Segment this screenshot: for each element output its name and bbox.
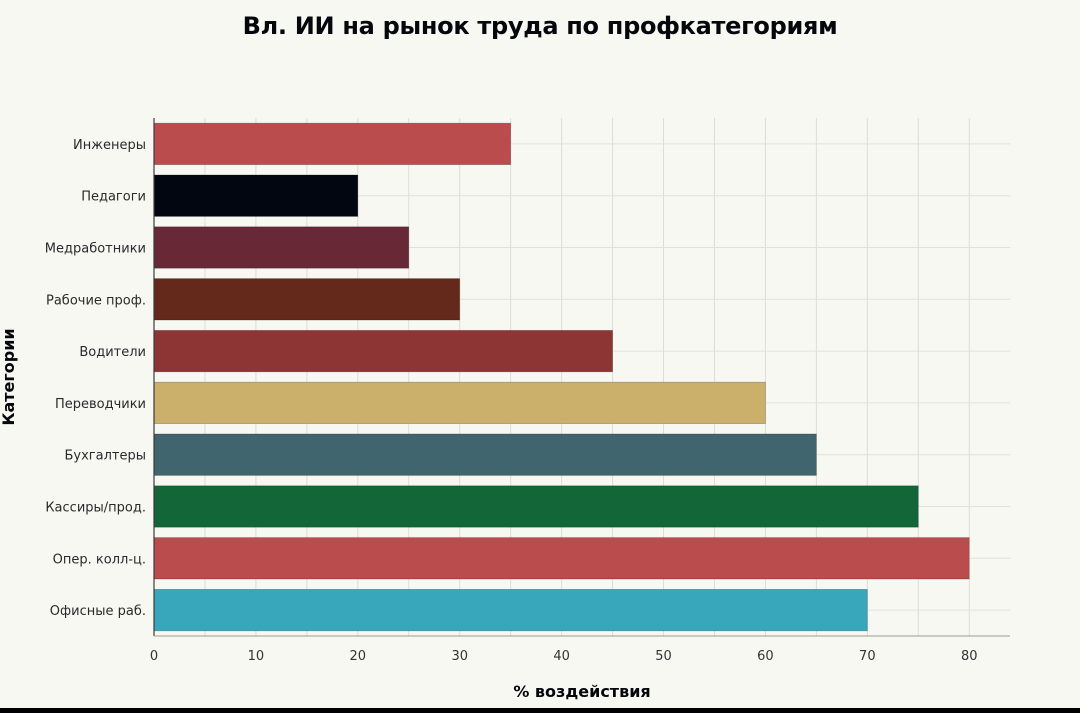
bar — [153, 329, 613, 373]
x-tick-label: 20 — [350, 649, 367, 664]
x-tick-label: 60 — [757, 649, 774, 664]
x-tick-label: 10 — [248, 649, 265, 664]
y-category-label: Кассиры/прод. — [45, 501, 146, 516]
axes — [153, 118, 1010, 637]
bottom-edge-bar — [0, 708, 1080, 713]
bar — [153, 537, 970, 580]
bar — [153, 588, 868, 632]
labels: 0 10 20 30 40 50 60 70 80 Инженеры Педагоги Медрабо… — [45, 138, 978, 664]
y-category-label: Бухгалтеры — [65, 449, 147, 464]
bar — [153, 381, 766, 425]
y-category-label: Офисные раб. — [50, 604, 146, 619]
bar — [153, 278, 461, 321]
x-tick-label: 70 — [859, 649, 876, 664]
y-category-label: Водители — [79, 345, 146, 360]
x-tick-label: 50 — [655, 649, 672, 664]
y-axis-title: Категории — [0, 328, 18, 425]
bars — [153, 122, 970, 632]
bar — [153, 174, 359, 217]
bar — [153, 226, 410, 269]
x-tick-label: 80 — [961, 649, 978, 664]
x-axis-title: % воздействия — [513, 682, 650, 701]
bar — [153, 122, 512, 166]
y-category-label: Медработники — [45, 242, 146, 257]
bar — [153, 485, 919, 528]
y-category-label: Инженеры — [73, 138, 146, 153]
y-category-label: Педагоги — [81, 190, 146, 205]
bar — [153, 433, 817, 476]
x-tick-label: 30 — [451, 649, 468, 664]
x-tick-label: 40 — [553, 649, 570, 664]
x-tick-label: 0 — [150, 649, 158, 664]
chart-title: Вл. ИИ на рынок труда по профкатегориям — [242, 12, 838, 40]
y-category-label: Опер. колл-ц. — [53, 552, 146, 567]
y-category-label: Переводчики — [55, 397, 146, 412]
y-category-label: Рабочие проф. — [46, 293, 146, 308]
